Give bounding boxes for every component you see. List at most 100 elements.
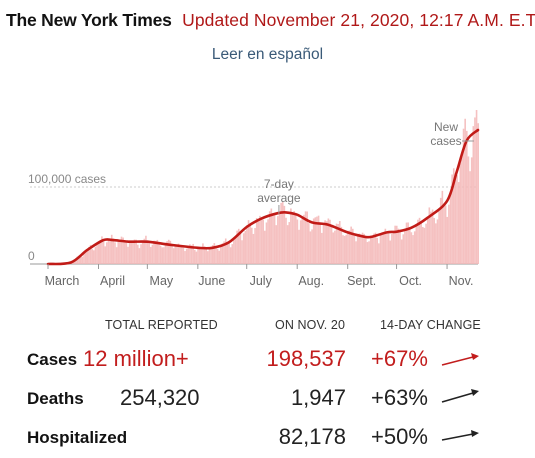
daily-bar	[185, 248, 188, 264]
daily-bar	[345, 234, 348, 264]
daily-bar	[145, 235, 147, 264]
daily-bar	[316, 216, 318, 264]
daily-bar	[329, 219, 331, 264]
daily-bar	[265, 222, 268, 264]
daily-bar	[236, 230, 238, 264]
daily-bar	[420, 221, 422, 264]
daily-bar	[84, 249, 87, 264]
daily-bar	[259, 215, 261, 264]
daily-bar	[415, 224, 418, 264]
daily-bar	[153, 240, 155, 264]
daily-bar	[299, 220, 302, 264]
x-tick-label: Nov.	[449, 274, 474, 288]
daily-bar	[220, 246, 222, 264]
daily-bar	[448, 204, 450, 264]
daily-bar	[143, 238, 146, 264]
average-label-line2: average	[257, 191, 301, 205]
daily-bar	[330, 226, 333, 264]
daily-bar	[231, 244, 234, 264]
y-axis-labels: 100,000 cases 0	[28, 172, 106, 263]
daily-bar	[272, 215, 274, 264]
daily-bar	[189, 244, 191, 264]
daily-bar	[89, 244, 92, 264]
daily-bar	[285, 217, 287, 264]
cases-trend-arrow-icon	[441, 353, 479, 366]
daily-bar	[148, 243, 150, 264]
daily-bar	[216, 248, 219, 264]
daily-bar	[99, 240, 102, 264]
header: The New York Times Updated November 21, …	[6, 10, 535, 36]
daily-bar	[123, 240, 126, 264]
deaths-day: 1,947	[290, 385, 346, 410]
daily-bar	[391, 233, 393, 264]
daily-bar	[264, 230, 266, 264]
daily-bar	[275, 225, 278, 264]
daily-bar	[381, 233, 383, 264]
daily-bar	[241, 240, 243, 264]
daily-bar	[262, 219, 264, 264]
daily-bar	[166, 241, 168, 264]
daily-bar	[159, 245, 162, 264]
daily-bar	[94, 246, 97, 264]
daily-bar	[340, 226, 343, 264]
daily-bar	[81, 256, 84, 264]
daily-bar	[337, 223, 339, 264]
daily-bar	[101, 236, 103, 264]
average-label-line1: 7-day	[264, 177, 294, 191]
daily-bar	[374, 232, 377, 264]
daily-bar	[291, 213, 294, 264]
daily-bar	[322, 224, 325, 264]
daily-bar	[304, 211, 307, 264]
daily-bar	[358, 233, 361, 264]
daily-bar	[449, 193, 452, 264]
daily-bar	[135, 239, 137, 264]
daily-bar	[343, 235, 346, 264]
daily-bar	[122, 237, 124, 264]
daily-bar	[83, 252, 85, 264]
daily-bar	[128, 242, 131, 264]
daily-bar	[114, 242, 116, 264]
x-axis: March April May June July Aug. Sept. Oct. Nov.	[45, 264, 474, 288]
daily-bar	[457, 182, 460, 264]
row-label-deaths: Deaths	[27, 389, 84, 408]
daily-bar	[325, 221, 328, 264]
daily-bar	[163, 247, 165, 264]
daily-bar	[387, 233, 390, 264]
daily-bar	[164, 244, 167, 264]
daily-bar	[246, 225, 248, 264]
daily-bar	[208, 249, 211, 264]
x-tick-label: April	[100, 274, 125, 288]
daily-bar	[79, 256, 82, 264]
daily-bar	[203, 246, 206, 264]
daily-bar	[436, 219, 439, 264]
daily-bar	[141, 240, 144, 264]
daily-bar	[369, 235, 372, 264]
daily-bar	[133, 239, 136, 264]
row-label-hospitalized: Hospitalized	[27, 428, 128, 447]
daily-bar	[363, 233, 365, 264]
spanish-link[interactable]: Leer en español	[211, 46, 324, 63]
deaths-total: 254,320	[120, 385, 200, 410]
daily-bars	[49, 110, 479, 265]
daily-bar	[298, 229, 300, 264]
daily-bar	[371, 235, 374, 264]
daily-bar	[389, 240, 392, 264]
daily-bar	[270, 208, 273, 264]
x-tick-label: Sept.	[347, 274, 376, 288]
cases-day: 198,537	[266, 346, 346, 371]
daily-bar	[472, 126, 475, 264]
daily-bar	[350, 226, 352, 264]
daily-bar	[215, 245, 217, 264]
daily-bar	[75, 258, 77, 264]
daily-bar	[395, 225, 398, 264]
daily-bar	[130, 240, 133, 264]
daily-bar	[314, 217, 317, 264]
daily-bar	[351, 228, 354, 264]
updated-timestamp: Updated November 21, 2020, 12:17 A.M. E.…	[182, 10, 535, 30]
daily-bar	[224, 238, 227, 264]
daily-bar	[229, 247, 232, 264]
daily-bar	[366, 242, 369, 264]
daily-bar	[454, 172, 457, 264]
deaths-trend-arrow-icon	[441, 389, 479, 403]
daily-bar	[426, 216, 429, 264]
